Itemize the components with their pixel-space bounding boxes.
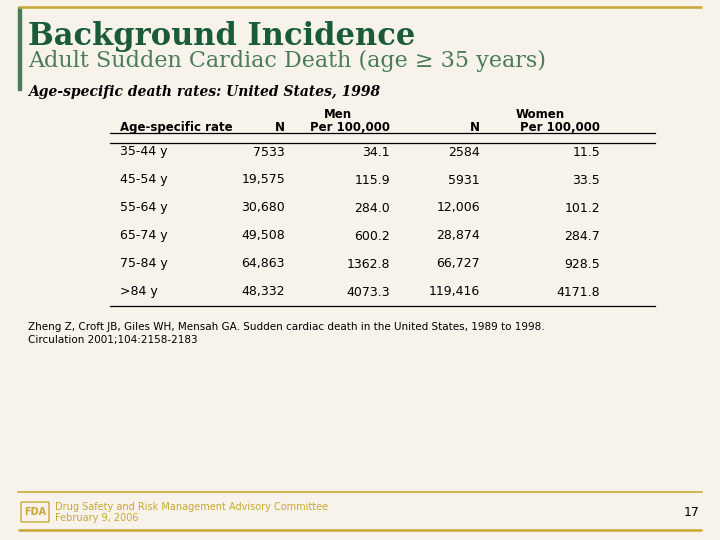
Text: 928.5: 928.5: [564, 258, 600, 271]
Text: Women: Women: [516, 108, 564, 121]
Text: 115.9: 115.9: [354, 173, 390, 186]
Text: 28,874: 28,874: [436, 230, 480, 242]
Text: 284.0: 284.0: [354, 201, 390, 214]
Bar: [18, 7, 21, 90]
Text: N: N: [470, 121, 480, 134]
Text: Age-specific death rates: United States, 1998: Age-specific death rates: United States,…: [28, 85, 380, 99]
Text: 33.5: 33.5: [572, 173, 600, 186]
Text: Drug Safety and Risk Management Advisory Committee: Drug Safety and Risk Management Advisory…: [55, 502, 328, 512]
Text: 4171.8: 4171.8: [557, 286, 600, 299]
Text: 4073.3: 4073.3: [346, 286, 390, 299]
Text: Per 100,000: Per 100,000: [310, 121, 390, 134]
Text: FDA: FDA: [24, 507, 46, 517]
Text: 65-74 y: 65-74 y: [120, 230, 168, 242]
Text: Background Incidence: Background Incidence: [28, 21, 415, 52]
Text: Age-specific rate: Age-specific rate: [120, 121, 233, 134]
Text: 48,332: 48,332: [241, 286, 285, 299]
Text: Men: Men: [323, 108, 351, 121]
Text: 34.1: 34.1: [362, 145, 390, 159]
Text: 55-64 y: 55-64 y: [120, 201, 168, 214]
Text: Adult Sudden Cardiac Death (age ≥ 35 years): Adult Sudden Cardiac Death (age ≥ 35 yea…: [28, 50, 546, 72]
Text: >84 y: >84 y: [120, 286, 158, 299]
Text: 1362.8: 1362.8: [346, 258, 390, 271]
Text: 600.2: 600.2: [354, 230, 390, 242]
Text: 284.7: 284.7: [564, 230, 600, 242]
Text: 64,863: 64,863: [241, 258, 285, 271]
Text: 19,575: 19,575: [241, 173, 285, 186]
Text: 101.2: 101.2: [564, 201, 600, 214]
Text: 66,727: 66,727: [436, 258, 480, 271]
Text: 75-84 y: 75-84 y: [120, 258, 168, 271]
Text: 49,508: 49,508: [241, 230, 285, 242]
Text: 5931: 5931: [449, 173, 480, 186]
Text: 11.5: 11.5: [572, 145, 600, 159]
Text: Zheng Z, Croft JB, Giles WH, Mensah GA. Sudden cardiac death in the United State: Zheng Z, Croft JB, Giles WH, Mensah GA. …: [28, 322, 544, 332]
Text: Per 100,000: Per 100,000: [520, 121, 600, 134]
Text: February 9, 2006: February 9, 2006: [55, 513, 138, 523]
Text: 12,006: 12,006: [436, 201, 480, 214]
Text: 30,680: 30,680: [241, 201, 285, 214]
Text: 17: 17: [684, 505, 700, 518]
Text: 2584: 2584: [449, 145, 480, 159]
Text: 7533: 7533: [253, 145, 285, 159]
Text: 35-44 y: 35-44 y: [120, 145, 168, 159]
Text: Circulation 2001;104:2158-2183: Circulation 2001;104:2158-2183: [28, 335, 197, 345]
Text: N: N: [275, 121, 285, 134]
Text: 119,416: 119,416: [428, 286, 480, 299]
Text: 45-54 y: 45-54 y: [120, 173, 168, 186]
